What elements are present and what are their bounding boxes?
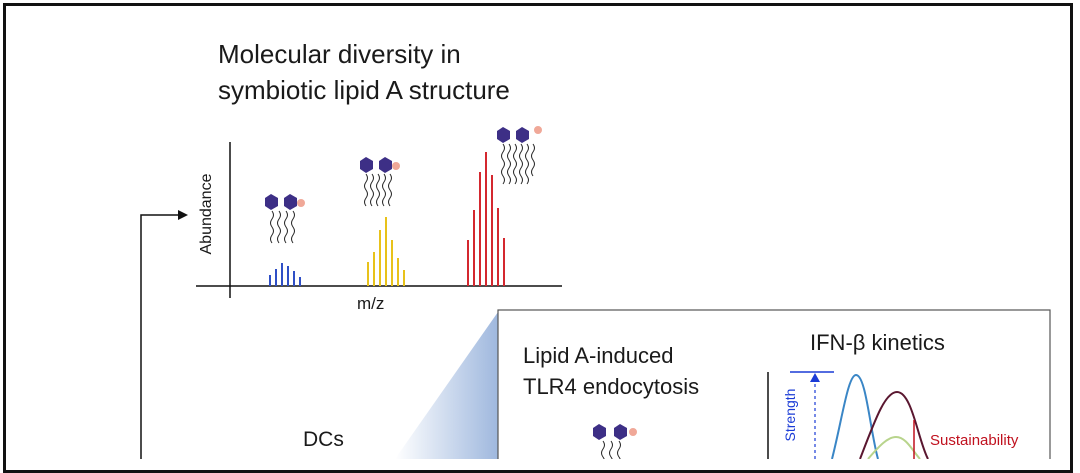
strength-label: Strength bbox=[782, 388, 798, 442]
lipid-a-icon-large bbox=[497, 126, 542, 185]
figure-title: Molecular diversity in symbiotic lipid A… bbox=[218, 36, 510, 108]
lipid-a-icon-panel bbox=[593, 424, 637, 459]
yellow-peak-cluster bbox=[367, 217, 405, 286]
red-peak-cluster bbox=[467, 152, 505, 286]
kinetics-curve-blue bbox=[831, 373, 879, 459]
dcs-label: DCs bbox=[303, 428, 344, 451]
diagram-graphics bbox=[140, 126, 1051, 459]
lipid-a-icon-medium bbox=[360, 157, 400, 207]
x-axis-label: m/z bbox=[357, 294, 385, 313]
y-axis-label: Abundance bbox=[198, 173, 215, 255]
title-line-2: symbiotic lipid A structure bbox=[218, 75, 510, 105]
feedback-arrow bbox=[140, 214, 178, 459]
blue-peak-cluster bbox=[269, 263, 301, 286]
kinetics-title: IFN-β kinetics bbox=[810, 330, 945, 355]
lipid-a-icon-small bbox=[265, 194, 305, 244]
panel-title: Lipid A-induced TLR4 endocytosis bbox=[523, 340, 699, 402]
panel-title-line-1: Lipid A-induced bbox=[523, 343, 674, 368]
kinetics-curve-maroon bbox=[859, 390, 929, 459]
sustainability-label: Sustainability bbox=[930, 432, 1019, 449]
panel-title-line-2: TLR4 endocytosis bbox=[523, 374, 700, 399]
zoom-wedge bbox=[395, 312, 498, 459]
title-line-1: Molecular diversity in bbox=[218, 39, 461, 69]
inset-panel bbox=[497, 309, 1051, 459]
